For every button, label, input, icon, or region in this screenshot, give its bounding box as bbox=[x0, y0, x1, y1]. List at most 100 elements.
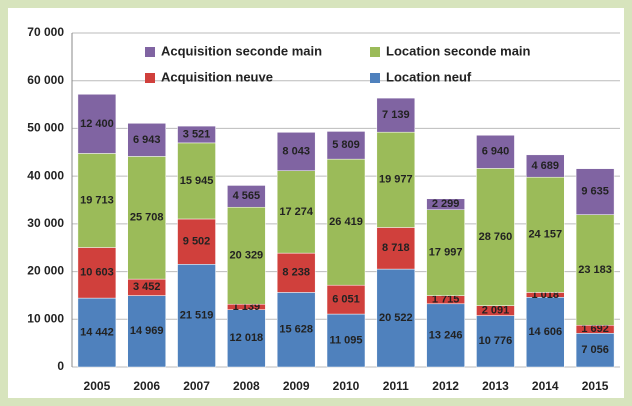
bar-segment bbox=[177, 125, 216, 144]
value-label: 7 056 bbox=[581, 344, 609, 356]
bar-segment bbox=[426, 303, 465, 368]
bar-segment bbox=[177, 218, 216, 265]
value-label: 6 943 bbox=[133, 134, 161, 146]
x-tick-label: 2005 bbox=[84, 379, 111, 393]
x-tick-label: 2015 bbox=[582, 379, 609, 393]
bar-segment bbox=[426, 209, 465, 296]
bar-segment bbox=[426, 198, 465, 210]
value-label: 14 969 bbox=[130, 325, 164, 337]
value-label: 20 522 bbox=[379, 312, 413, 324]
value-label: 1 715 bbox=[432, 294, 460, 306]
bar-segment bbox=[227, 206, 266, 305]
value-label: 10 603 bbox=[80, 267, 114, 279]
x-tick-label: 2009 bbox=[283, 379, 310, 393]
x-tick-label: 2006 bbox=[133, 379, 160, 393]
value-label: 24 157 bbox=[528, 229, 562, 241]
bar-segment bbox=[376, 268, 416, 368]
legend-swatch bbox=[370, 73, 380, 83]
legend-label: Location seconde main bbox=[386, 43, 531, 58]
value-label: 13 246 bbox=[429, 329, 463, 341]
y-tick-label: 50 000 bbox=[27, 121, 64, 135]
value-label: 8 043 bbox=[282, 145, 310, 157]
value-label: 7 139 bbox=[382, 109, 410, 121]
bar-segment bbox=[326, 158, 366, 286]
value-label: 23 183 bbox=[578, 264, 612, 276]
bar-segment bbox=[326, 131, 366, 160]
bar-segment bbox=[476, 135, 515, 169]
value-label: 12 018 bbox=[230, 332, 264, 344]
value-label: 4 565 bbox=[233, 190, 261, 202]
bar-segment bbox=[77, 94, 117, 154]
value-label: 5 809 bbox=[332, 139, 360, 151]
value-label: 8 238 bbox=[282, 267, 310, 279]
value-label: 6 940 bbox=[482, 146, 510, 158]
bar-segment bbox=[127, 156, 166, 280]
y-tick-label: 20 000 bbox=[27, 264, 64, 278]
bar-segment bbox=[326, 284, 366, 315]
bar-segment bbox=[326, 313, 366, 368]
value-label: 10 776 bbox=[479, 335, 513, 347]
bar-segment bbox=[476, 315, 515, 368]
legend-label: Acquisition neuve bbox=[161, 69, 273, 84]
y-tick-label: 40 000 bbox=[27, 168, 64, 182]
value-label: 6 051 bbox=[332, 294, 360, 306]
value-label: 2 091 bbox=[482, 305, 510, 317]
bar-segment bbox=[127, 123, 166, 157]
value-label: 4 689 bbox=[532, 160, 560, 172]
bar-segment bbox=[526, 176, 565, 293]
value-label: 21 519 bbox=[180, 310, 214, 322]
bar-segment bbox=[127, 295, 166, 368]
value-label: 14 442 bbox=[80, 326, 114, 338]
value-label: 14 606 bbox=[528, 326, 562, 338]
value-label: 19 713 bbox=[80, 194, 114, 206]
bar-segment bbox=[77, 297, 117, 368]
bar-segment bbox=[177, 142, 216, 220]
y-tick-label: 0 bbox=[57, 359, 64, 373]
value-label: 8 718 bbox=[382, 242, 410, 254]
value-label: 2 299 bbox=[432, 198, 460, 210]
value-label: 20 329 bbox=[230, 250, 264, 262]
bar-segment bbox=[575, 168, 615, 215]
y-tick-label: 60 000 bbox=[27, 73, 64, 87]
bar-segment bbox=[177, 264, 216, 368]
bar-segment bbox=[575, 214, 615, 326]
x-tick-label: 2012 bbox=[432, 379, 459, 393]
legend-swatch bbox=[370, 47, 380, 57]
bar-segment bbox=[575, 333, 615, 368]
value-label: 9 502 bbox=[183, 236, 211, 248]
value-label: 25 708 bbox=[130, 212, 164, 224]
value-label: 9 635 bbox=[581, 186, 609, 198]
value-label: 3 452 bbox=[133, 281, 161, 293]
y-tick-label: 30 000 bbox=[27, 216, 64, 230]
legend-swatch bbox=[145, 73, 155, 83]
bar-segment bbox=[376, 227, 416, 270]
x-tick-label: 2011 bbox=[383, 379, 409, 393]
bar-segment bbox=[376, 131, 416, 228]
value-label: 3 521 bbox=[183, 128, 211, 140]
value-label: 12 400 bbox=[80, 118, 114, 130]
bar-segment bbox=[376, 97, 416, 133]
bar-segment bbox=[476, 168, 515, 306]
legend-swatch bbox=[145, 47, 155, 57]
value-label: 17 997 bbox=[429, 247, 463, 259]
x-tick-label: 2013 bbox=[482, 379, 509, 393]
bar-segment bbox=[276, 292, 316, 368]
bar-segment bbox=[276, 132, 316, 171]
bar-segment bbox=[526, 297, 565, 368]
value-label: 19 977 bbox=[379, 174, 413, 186]
x-tick-label: 2007 bbox=[183, 379, 210, 393]
value-label: 26 419 bbox=[329, 216, 363, 228]
value-label: 15 628 bbox=[279, 324, 313, 336]
bar-segment bbox=[276, 170, 316, 254]
value-label: 11 095 bbox=[329, 334, 362, 346]
bar-segment bbox=[77, 153, 117, 248]
bar-segment bbox=[77, 247, 117, 299]
y-tick-label: 70 000 bbox=[27, 25, 64, 39]
bar-segment bbox=[526, 154, 565, 178]
legend-label: Acquisition seconde main bbox=[161, 43, 322, 58]
bar-segment bbox=[227, 185, 266, 208]
value-label: 28 760 bbox=[479, 231, 513, 243]
value-label: 15 945 bbox=[180, 175, 214, 187]
x-tick-label: 2010 bbox=[333, 379, 360, 393]
